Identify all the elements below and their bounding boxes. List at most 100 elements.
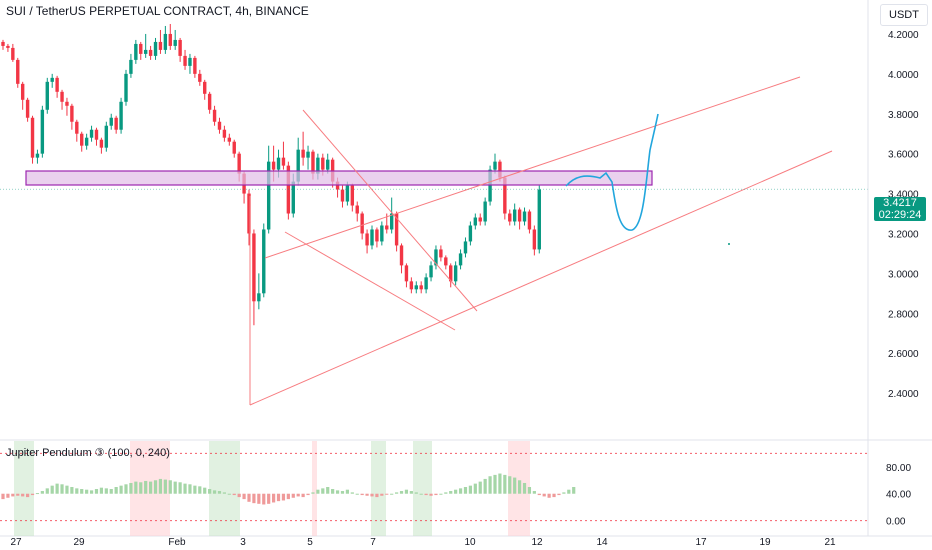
candle-body	[11, 47, 15, 60]
candle	[119, 97, 123, 134]
oscillator-bar	[370, 493, 374, 497]
candle	[355, 201, 359, 222]
oscillator-bar	[414, 492, 418, 494]
oscillator-bar	[404, 489, 409, 494]
candle-body	[537, 189, 541, 250]
candle-body	[429, 265, 433, 278]
oscillator-bar	[360, 493, 364, 496]
candle-body	[527, 211, 532, 230]
oscillator-bar	[434, 493, 438, 496]
candle	[20, 81, 25, 110]
candle-body	[301, 149, 305, 158]
price-tick-label: 3.8000	[888, 110, 919, 121]
oscillator-bar	[552, 493, 556, 498]
oscillator-bar	[21, 493, 25, 497]
oscillator-bar	[365, 493, 369, 496]
projection-path[interactable]	[565, 113, 659, 231]
last-price-tag: 3.4217 02:29:24	[874, 197, 926, 221]
oscillator-bar	[399, 491, 404, 494]
candle-body	[394, 213, 399, 246]
candle	[217, 117, 222, 134]
time-tick-label: 7	[370, 537, 376, 548]
candle	[40, 105, 45, 158]
candle-body	[473, 217, 478, 226]
candle-body	[434, 249, 438, 266]
candle	[247, 189, 251, 246]
oscillator-bar	[124, 484, 128, 494]
candle	[232, 139, 236, 158]
channel-lower-line[interactable]	[249, 150, 833, 406]
oscillator-bar	[55, 483, 59, 494]
candle	[11, 43, 15, 62]
candle-body	[508, 213, 512, 222]
wedge-lower-line[interactable]	[284, 231, 456, 331]
candle	[468, 221, 473, 246]
candle	[35, 149, 40, 164]
candle	[483, 197, 487, 226]
time-tick-label: 10	[464, 537, 476, 548]
candle-body	[483, 201, 487, 222]
candle-body	[119, 101, 123, 130]
candle-body	[80, 133, 84, 146]
oscillator-bar	[168, 480, 172, 494]
wedge-upper-line[interactable]	[302, 109, 478, 312]
candle	[257, 273, 261, 310]
oscillator-bar	[296, 493, 300, 497]
oscillator-bar	[331, 489, 335, 494]
oscillator-bar	[16, 493, 20, 496]
candle-body	[178, 39, 182, 56]
candle-body	[458, 253, 463, 266]
oscillator-bar	[483, 478, 487, 494]
candle	[60, 89, 64, 110]
price-axis[interactable]: 4.2000 4.0000 3.8000 3.6000 3.4000 3.2000 3.00…	[867, 0, 919, 536]
candle	[301, 131, 305, 166]
candle	[148, 45, 153, 60]
candle	[306, 145, 310, 170]
candle-body	[291, 181, 295, 214]
candle-body	[522, 211, 527, 222]
candle	[129, 53, 133, 78]
oscillator-bar	[291, 493, 295, 498]
candle	[30, 115, 35, 164]
countdown-label: 02:29:24	[878, 209, 922, 221]
oscillator-bar	[70, 487, 74, 494]
oscillator-bar	[262, 493, 266, 505]
candle-body	[449, 265, 453, 282]
price-tick-label: 3.0000	[888, 269, 919, 280]
candle-body	[463, 241, 468, 254]
oscillator-bar	[272, 493, 276, 503]
time-tick-label: 5	[307, 537, 313, 548]
oscillator-bar	[203, 487, 207, 494]
candle	[449, 263, 453, 288]
oscillator-bar	[134, 481, 138, 494]
candle-body	[389, 213, 394, 230]
candle-body	[517, 209, 522, 222]
oscillator-bar	[227, 493, 231, 495]
candle	[222, 125, 227, 142]
candle-body	[266, 161, 271, 230]
candle-body	[1, 41, 5, 46]
candle	[207, 91, 212, 114]
oscillator-bar	[547, 493, 551, 498]
candle-body	[385, 225, 389, 230]
oscillator-bar	[208, 489, 212, 494]
candle-body	[444, 257, 448, 266]
oscillator-bar	[429, 493, 433, 496]
price-tick-label: 4.0000	[888, 70, 919, 81]
candle-body	[468, 225, 473, 242]
candle-body	[311, 151, 315, 174]
candle-body	[6, 45, 10, 48]
candle-body	[114, 117, 118, 130]
resistance-zone[interactable]	[25, 170, 653, 186]
candle	[517, 207, 522, 230]
candle-body	[203, 81, 207, 94]
candle-body	[163, 33, 168, 50]
candle-body	[50, 77, 54, 82]
time-axis[interactable]: 27 29 Feb 3 5 7 10 12 14 17 19 21	[10, 537, 836, 548]
currency-button[interactable]: USDT	[880, 4, 928, 26]
oscillator-bar	[513, 477, 517, 494]
candle-body	[193, 57, 197, 74]
channel-upper-line[interactable]	[264, 76, 801, 259]
